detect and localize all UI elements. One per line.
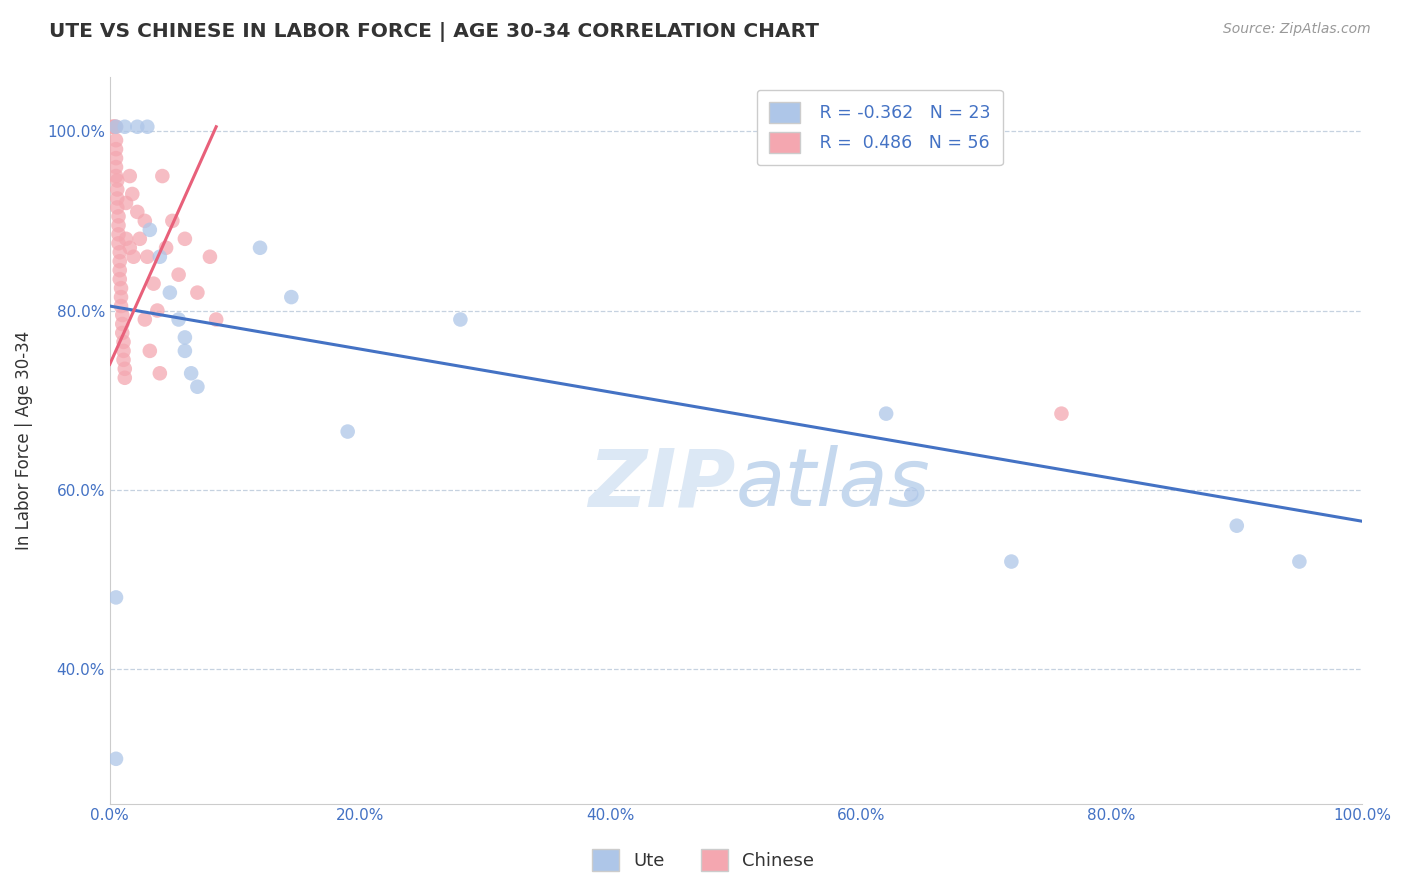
Text: atlas: atlas [735, 445, 931, 523]
Legend: Ute, Chinese: Ute, Chinese [585, 842, 821, 879]
Point [449, 312, 471, 326]
Point [173, 330, 195, 344]
Point [155, 241, 177, 255]
Point [107, 210, 129, 224]
Point [118, 169, 141, 183]
Point [105, 151, 128, 165]
Point [114, 361, 136, 376]
Point [105, 591, 128, 605]
Point [134, 312, 156, 326]
Point [107, 227, 129, 242]
Point [105, 752, 128, 766]
Point [107, 236, 129, 251]
Point [105, 160, 128, 174]
Point [162, 214, 184, 228]
Point [108, 272, 131, 286]
Point [107, 219, 129, 233]
Point [173, 232, 195, 246]
Point [105, 120, 128, 134]
Point [1288, 555, 1310, 569]
Point [1050, 407, 1073, 421]
Point [127, 205, 149, 219]
Point [108, 263, 131, 277]
Point [1226, 518, 1249, 533]
Point [108, 254, 131, 268]
Point [104, 120, 127, 134]
Point [105, 201, 128, 215]
Point [146, 303, 169, 318]
Point [336, 425, 359, 439]
Y-axis label: In Labor Force | Age 30-34: In Labor Force | Age 30-34 [15, 331, 32, 550]
Point [136, 120, 159, 134]
Point [105, 133, 128, 147]
Text: UTE VS CHINESE IN LABOR FORCE | AGE 30-34 CORRELATION CHART: UTE VS CHINESE IN LABOR FORCE | AGE 30-3… [49, 22, 820, 42]
Point [115, 232, 138, 246]
Text: ZIP: ZIP [589, 445, 735, 523]
Point [198, 250, 221, 264]
Point [149, 250, 172, 264]
Point [149, 366, 172, 380]
Point [114, 371, 136, 385]
Point [150, 169, 173, 183]
Point [105, 191, 128, 205]
Point [127, 120, 149, 134]
Point [136, 250, 159, 264]
Point [121, 186, 143, 201]
Point [142, 277, 165, 291]
Point [105, 120, 128, 134]
Point [205, 312, 228, 326]
Legend:  R = -0.362   N = 23,  R =  0.486   N = 56: R = -0.362 N = 23, R = 0.486 N = 56 [756, 90, 1002, 165]
Point [159, 285, 181, 300]
Point [1000, 555, 1022, 569]
Point [114, 120, 136, 134]
Point [134, 214, 156, 228]
Point [101, 120, 124, 134]
Point [186, 380, 208, 394]
Point [173, 343, 195, 358]
Point [900, 487, 922, 501]
Point [139, 343, 162, 358]
Point [112, 352, 135, 367]
Point [111, 326, 134, 340]
Point [110, 290, 132, 304]
Point [105, 173, 128, 187]
Point [110, 299, 132, 313]
Point [112, 343, 135, 358]
Point [249, 241, 271, 255]
Point [167, 268, 190, 282]
Point [139, 223, 162, 237]
Point [186, 285, 208, 300]
Point [112, 334, 135, 349]
Point [110, 281, 132, 295]
Point [115, 196, 138, 211]
Point [118, 241, 141, 255]
Point [167, 312, 190, 326]
Point [111, 308, 134, 322]
Point [105, 142, 128, 156]
Point [280, 290, 302, 304]
Point [103, 120, 125, 134]
Point [105, 182, 128, 196]
Point [108, 245, 131, 260]
Point [128, 232, 150, 246]
Point [875, 407, 897, 421]
Point [180, 366, 202, 380]
Text: Source: ZipAtlas.com: Source: ZipAtlas.com [1223, 22, 1371, 37]
Point [111, 317, 134, 331]
Point [122, 250, 145, 264]
Point [105, 169, 128, 183]
